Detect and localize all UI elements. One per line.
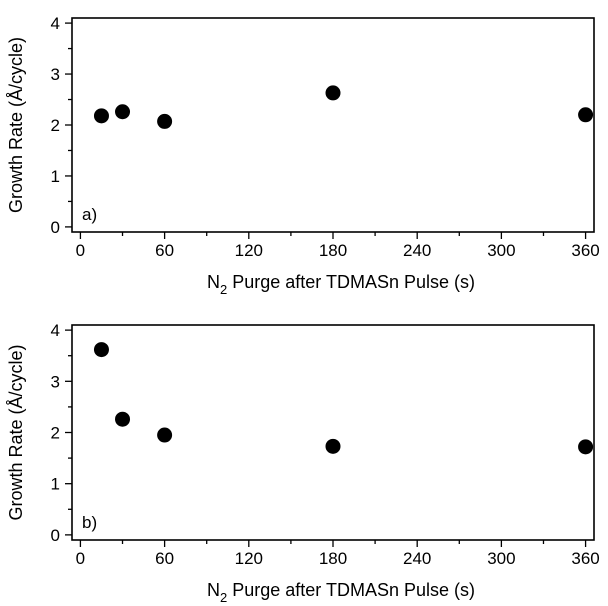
x-tick-label: 300 <box>487 549 515 568</box>
x-tick-label: 240 <box>403 241 431 260</box>
x-axis-label-rest: Purge after TDMASn Pulse (s) <box>227 272 475 292</box>
x-axis-label-subscript: 2 <box>220 282 227 297</box>
y-tick-label: 0 <box>51 526 60 545</box>
x-tick-label: 360 <box>571 549 599 568</box>
data-point <box>325 85 341 101</box>
y-tick-label: 3 <box>51 65 60 84</box>
x-tick-label: 0 <box>76 549 85 568</box>
data-point <box>115 104 131 120</box>
data-point <box>325 438 341 454</box>
x-tick-label: 60 <box>155 549 174 568</box>
x-axis-label-main: N <box>207 580 220 600</box>
x-tick-label: 300 <box>487 241 515 260</box>
y-axis-label: Growth Rate (Å/cycle) <box>6 344 26 520</box>
y-axis-label: Growth Rate (Å/cycle) <box>6 37 26 213</box>
y-tick-label: 2 <box>51 424 60 443</box>
y-tick-label: 4 <box>51 321 60 340</box>
x-tick-label: 0 <box>76 241 85 260</box>
plot-frame <box>71 324 595 541</box>
x-tick-label: 240 <box>403 549 431 568</box>
y-tick-label: 2 <box>51 116 60 135</box>
x-tick-label: 180 <box>319 241 347 260</box>
panel-label: b) <box>82 513 97 532</box>
y-tick-label: 1 <box>51 475 60 494</box>
x-axis-label: N2 Purge after TDMASn Pulse (s) <box>207 580 475 605</box>
y-tick-label: 1 <box>51 167 60 186</box>
x-tick-label: 180 <box>319 549 347 568</box>
data-point <box>115 411 131 427</box>
x-tick-label: 360 <box>571 241 599 260</box>
x-tick-label: 120 <box>235 549 263 568</box>
panel-label: a) <box>82 205 97 224</box>
x-axis-label: N2 Purge after TDMASn Pulse (s) <box>207 272 475 297</box>
data-point <box>578 107 594 123</box>
data-point <box>157 427 173 443</box>
data-point <box>93 108 109 124</box>
y-tick-label: 4 <box>51 14 60 33</box>
data-point <box>578 439 594 455</box>
x-tick-label: 120 <box>235 241 263 260</box>
x-axis-label-subscript: 2 <box>220 590 227 605</box>
plot-frame <box>71 17 595 233</box>
x-tick-label: 60 <box>155 241 174 260</box>
data-point <box>157 113 173 129</box>
y-tick-label: 0 <box>51 218 60 237</box>
data-point <box>93 342 109 358</box>
x-axis-label-rest: Purge after TDMASn Pulse (s) <box>227 580 475 600</box>
x-axis-label-main: N <box>207 272 220 292</box>
y-tick-label: 3 <box>51 372 60 391</box>
